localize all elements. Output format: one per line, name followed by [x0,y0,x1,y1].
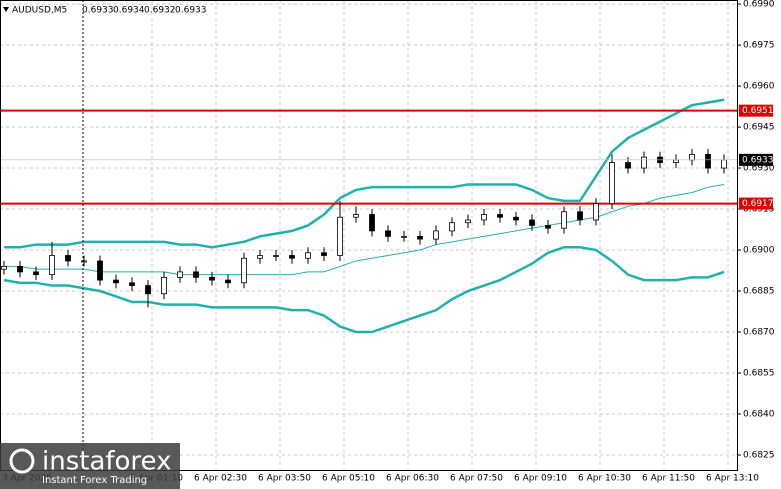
price-label-box [739,153,773,166]
candle-body [449,222,455,232]
y-tick-label: 0.6930 [743,164,775,174]
level-label-box [739,197,773,210]
candle-body [593,203,599,221]
candle-body [641,156,647,169]
grid [0,0,737,470]
watermark: instaforex Instant Forex Trading [0,443,180,489]
candle-body [561,211,567,229]
ohlc: 0.6933 0.6934 0.6932 0.6933 [82,6,207,16]
y-tick-label: 0.6885 [743,287,775,297]
candle-body [65,255,71,262]
candle-body [481,214,487,221]
candle-body [129,282,135,286]
x-tick-label: 6 Apr 11:50 [642,474,695,484]
x-tick-label: 6 Apr 05:10 [322,474,375,484]
x-tick-label: 6 Apr 13:10 [706,474,759,484]
candle-body [145,285,151,295]
candle-body [721,159,727,169]
candle-body [609,162,615,204]
candle-body [689,153,695,161]
watermark-brand: instaforex [42,447,171,477]
candle-body [625,162,631,169]
y-tick-label: 0.6825 [743,450,775,460]
candle-body [49,255,55,276]
price-label: 0.6933 [742,155,774,165]
candle-body [353,214,359,218]
chart-title: AUDUSD,M5 [12,6,67,16]
y-tick-label: 0.6855 [743,368,775,378]
candle-body [321,252,327,256]
ohlc-value: 0.6933 [82,6,114,16]
candle-body [177,271,183,278]
level-label-box [739,104,773,117]
candle-body [289,255,295,259]
candle-body [241,257,247,284]
ohlc-value: 0.6934 [113,6,145,16]
watermark-tagline: Instant Forex Trading [42,475,147,486]
candle-body [513,216,519,221]
candle-body [97,260,103,281]
y-tick-label: 0.6990 [743,0,775,10]
candle-body [225,279,231,284]
candle-body [705,153,711,169]
axis: 0.69900.69750.69600.69450.69300.69150.69… [2,0,775,484]
candle-body [161,276,167,295]
candle-body [305,252,311,259]
candle-body [545,225,551,229]
candle-body [1,266,7,270]
candle-body [577,211,583,221]
plot-border [0,0,738,471]
title-icon [3,7,9,12]
watermark-box [0,443,180,489]
x-tick-label: 6 Apr 07:50 [450,474,503,484]
watermark-logo [9,448,35,474]
x-tick-label: 6 Apr 10:30 [578,474,631,484]
band-line [3,246,725,334]
candle-body [529,219,535,226]
y-tick-label: 0.6960 [743,82,775,92]
candle-body [417,235,423,240]
y-tick-label: 0.6900 [743,246,775,256]
candle-body [401,235,407,238]
candle-body [385,230,391,237]
y-tick-label: 0.6870 [743,328,775,338]
x-tick-label: 6 Apr 06:30 [386,474,439,484]
candle-body [497,214,503,218]
x-tick-label: 6 Apr 02:30 [194,474,247,484]
candle-body [113,279,119,284]
candle-body [193,271,199,278]
plot [0,98,737,334]
candle-body [17,266,23,273]
y-tick-label: 0.6945 [743,123,775,133]
band-line [4,98,725,249]
candle-body [433,230,439,240]
candle-body [465,219,471,224]
ohlc-value: 0.6933 [175,6,207,16]
candle-body [273,255,279,257]
candle-body [81,260,87,263]
x-tick-label: 6 Apr 03:50 [258,474,311,484]
x-tick-label: 6 Apr 09:10 [514,474,567,484]
y-tick-label: 0.6840 [743,409,775,419]
ohlc-value: 0.6932 [144,6,176,16]
level-label: 0.6951 [742,106,774,116]
candle-body [369,214,375,232]
candle-body [257,255,263,259]
y-tick-label: 0.6975 [743,41,775,51]
candle-body [209,276,215,281]
level-label: 0.6917 [742,199,774,209]
candle-body [337,216,343,256]
candle-body [33,271,39,276]
candle-body [673,159,679,163]
band-line [4,183,725,276]
